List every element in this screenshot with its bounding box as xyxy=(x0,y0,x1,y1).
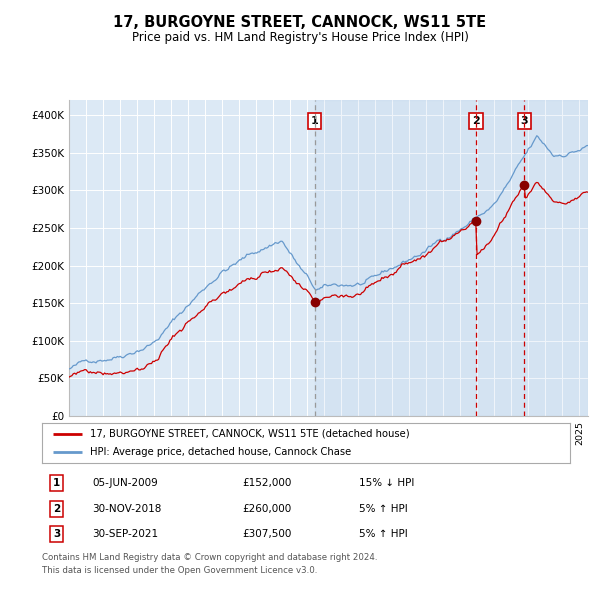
Text: £307,500: £307,500 xyxy=(242,529,292,539)
Text: 1: 1 xyxy=(311,116,319,126)
Text: 1: 1 xyxy=(53,478,61,489)
Text: 3: 3 xyxy=(520,116,528,126)
Text: 2: 2 xyxy=(53,504,61,514)
Text: 05-JUN-2009: 05-JUN-2009 xyxy=(92,478,158,489)
Text: £260,000: £260,000 xyxy=(242,504,292,514)
Text: 2: 2 xyxy=(472,116,480,126)
Text: This data is licensed under the Open Government Licence v3.0.: This data is licensed under the Open Gov… xyxy=(42,566,317,575)
Text: 30-SEP-2021: 30-SEP-2021 xyxy=(92,529,158,539)
Text: £152,000: £152,000 xyxy=(242,478,292,489)
Text: 5% ↑ HPI: 5% ↑ HPI xyxy=(359,504,407,514)
Text: Contains HM Land Registry data © Crown copyright and database right 2024.: Contains HM Land Registry data © Crown c… xyxy=(42,553,377,562)
Text: 17, BURGOYNE STREET, CANNOCK, WS11 5TE (detached house): 17, BURGOYNE STREET, CANNOCK, WS11 5TE (… xyxy=(89,429,409,439)
Text: 3: 3 xyxy=(53,529,61,539)
Text: 17, BURGOYNE STREET, CANNOCK, WS11 5TE: 17, BURGOYNE STREET, CANNOCK, WS11 5TE xyxy=(113,15,487,30)
Text: Price paid vs. HM Land Registry's House Price Index (HPI): Price paid vs. HM Land Registry's House … xyxy=(131,31,469,44)
Text: 15% ↓ HPI: 15% ↓ HPI xyxy=(359,478,414,489)
Text: HPI: Average price, detached house, Cannock Chase: HPI: Average price, detached house, Cann… xyxy=(89,447,351,457)
Bar xyxy=(314,100,588,416)
Text: 5% ↑ HPI: 5% ↑ HPI xyxy=(359,529,407,539)
Text: 30-NOV-2018: 30-NOV-2018 xyxy=(92,504,161,514)
